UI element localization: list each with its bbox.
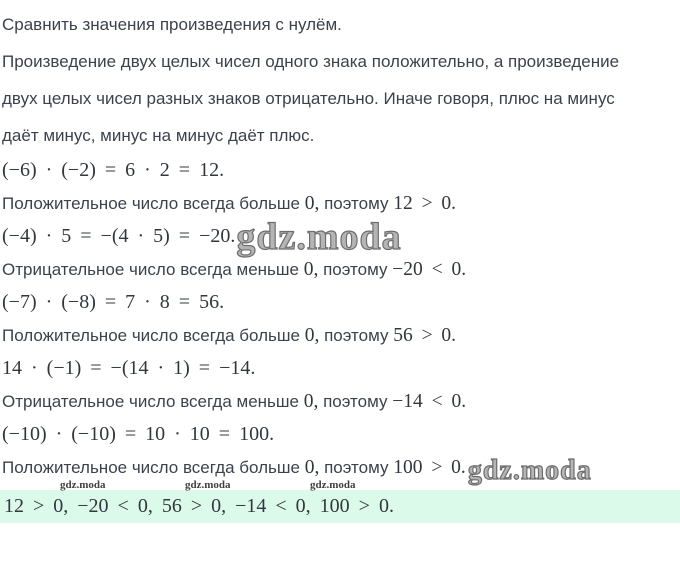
equation-line: (−10) · (−10) = 10 · 10 = 100. <box>2 418 680 451</box>
equation-line: (−6) · (−2) = 6 · 2 = 12. <box>2 154 680 187</box>
intro-line: Произведение двух целых чисел одного зна… <box>2 52 620 71</box>
equation-line: (−4) · 5 = −(4 · 5) = −20.gdz.moda <box>2 217 680 256</box>
comment-text-segment: поэтому <box>319 194 394 213</box>
intro-line: двух целых чисел разных знаков отрицател… <box>2 89 615 108</box>
comment-text-segment: поэтому <box>319 326 394 345</box>
comment-line: Положительное число всегда больше 0, поэ… <box>2 187 680 220</box>
watermark-small-1: gdz.moda <box>60 479 106 491</box>
comment-text-segment: Положительное число всегда больше <box>2 326 305 345</box>
equation-text: (−6) · (−2) = 6 · 2 = 12. <box>2 159 225 181</box>
comment-math-segment: 12 > 0. <box>393 193 457 214</box>
steps: (−6) · (−2) = 6 · 2 = 12. Положительное ч… <box>2 154 680 486</box>
comment-line: Отрицательное число всегда меньше 0, поэ… <box>2 253 680 286</box>
comment-line: Положительное число всегда больше 0, поэ… <box>2 451 680 486</box>
result-band: 12 > 0, −20 < 0, 56 > 0, −14 < 0, 100 > … <box>0 490 680 523</box>
watermark-text: gdz.moda <box>236 216 402 258</box>
comment-math-segment: 0, <box>304 193 320 214</box>
task-title: Сравнить значения произведения с нулём. <box>2 15 342 34</box>
comment-math-segment: −20 < 0. <box>392 259 467 280</box>
comment-text-segment: поэтому <box>318 392 393 411</box>
comment-line: Положительное число всегда больше 0, поэ… <box>2 319 680 352</box>
comment-math-segment: 0, <box>303 391 319 412</box>
comment-text-segment: поэтому <box>318 260 393 279</box>
comment-math-segment: 0, <box>304 457 320 478</box>
equation-text: 14 · (−1) = −(14 · 1) = −14. <box>2 357 256 379</box>
comment-math-segment: −14 < 0. <box>392 391 467 412</box>
comment-math-segment: 0, <box>304 325 320 346</box>
watermark-text: gdz.moda <box>467 455 592 486</box>
comment-line: Отрицательное число всегда меньше 0, поэ… <box>2 385 680 418</box>
equation-text: (−4) · 5 = −(4 · 5) = −20. <box>2 225 236 247</box>
intro-paragraph: Произведение двух целых чисел одного зна… <box>2 43 680 154</box>
watermark-small-3: gdz.moda <box>310 479 356 491</box>
comment-text-segment: Отрицательное число всегда меньше <box>2 260 304 279</box>
comment-text-segment: Положительное число всегда больше <box>2 458 305 477</box>
equation-line: 14 · (−1) = −(14 · 1) = −14. <box>2 352 680 385</box>
comment-math-segment: 0, <box>303 259 319 280</box>
comment-text-segment: Положительное число всегда больше <box>2 194 305 213</box>
comment-math-segment: 56 > 0. <box>393 325 457 346</box>
equation-line: (−7) · (−8) = 7 · 8 = 56. <box>2 286 680 319</box>
watermark-small-2: gdz.moda <box>185 479 231 491</box>
comment-text-segment: Отрицательное число всегда меньше <box>2 392 304 411</box>
equation-text: (−10) · (−10) = 10 · 10 = 100. <box>2 423 275 445</box>
comment-math-segment: 100 > 0. <box>393 457 466 478</box>
equation-text: (−7) · (−8) = 7 · 8 = 56. <box>2 291 225 313</box>
intro-line: даёт минус, минус на минус даёт плюс. <box>2 126 315 145</box>
comment-text-segment: поэтому <box>319 458 394 477</box>
result-text: 12 > 0, −20 < 0, 56 > 0, −14 < 0, 100 > … <box>4 495 394 517</box>
